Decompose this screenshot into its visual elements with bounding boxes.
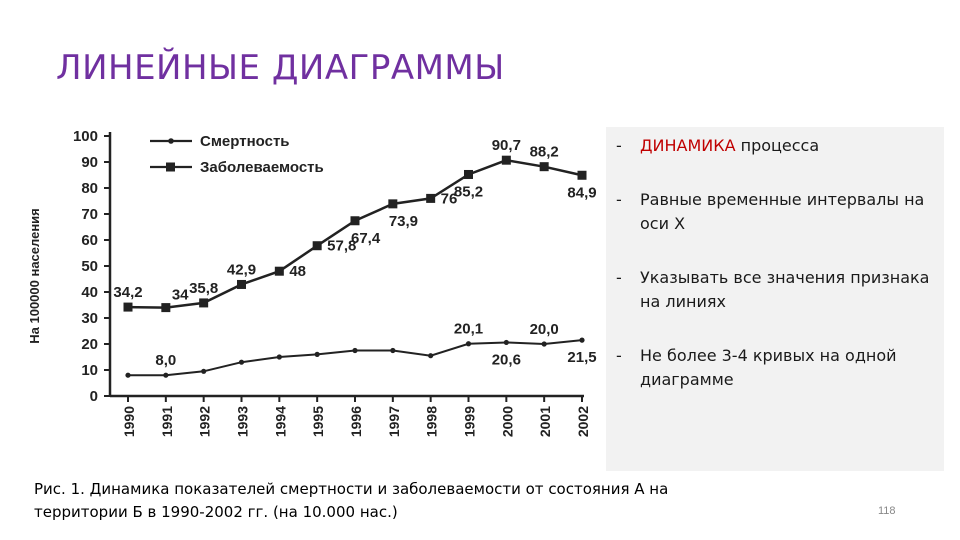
bullet-text: Не более 3-4 кривых на одной диаграмме <box>640 346 897 389</box>
legend-label: Смертность <box>200 133 290 150</box>
bullet-max-curves: - Не более 3-4 кривых на одной диаграмме <box>616 344 938 392</box>
legend-swatch-marker <box>168 138 174 144</box>
incidence-data-label: 35,8 <box>189 280 218 297</box>
bullet-dash: - <box>616 268 622 287</box>
x-tick-label: 1999 <box>462 406 478 437</box>
y-tick-label: 30 <box>81 310 98 327</box>
y-tick-label: 50 <box>81 258 98 275</box>
incidence-point <box>274 266 284 276</box>
bullet-text: процесса <box>735 136 820 155</box>
bullet-text: Равные временные интервалы на оси Х <box>640 190 925 233</box>
incidence-point <box>464 169 473 179</box>
incidence-point <box>388 199 398 209</box>
incidence-point <box>539 162 549 172</box>
incidence-point <box>426 193 436 203</box>
bullet-highlight: ДИНАМИКА <box>640 136 736 155</box>
mortality-point <box>201 368 207 374</box>
mortality-data-label: 20,1 <box>454 321 483 338</box>
incidence-data-label: 85,2 <box>454 183 483 200</box>
chart-svg: 0 10 20 30 40 50 60 70 80 90 100 1990 1991 1992 1993 19… <box>27 128 597 437</box>
mortality-point <box>238 359 245 365</box>
x-tick-label: 1994 <box>272 406 288 437</box>
y-tick-label: 80 <box>81 180 98 197</box>
y-tick-label: 0 <box>90 388 98 405</box>
legend-label: Заболеваемость <box>200 159 324 176</box>
y-tick-label: 100 <box>73 128 98 145</box>
x-tick-label: 2000 <box>499 406 515 437</box>
incidence-data-label: 34,2 <box>113 284 142 301</box>
line-chart: 0 10 20 30 40 50 60 70 80 90 100 1990 1991 1992 1993 19… <box>24 122 608 468</box>
incidence-data-label: 73,9 <box>389 213 418 230</box>
y-tick-label: 40 <box>81 284 98 301</box>
incidence-data-label: 90,7 <box>492 137 521 154</box>
incidence-data-label: 57,8 <box>327 238 356 255</box>
incidence-point <box>312 241 322 251</box>
legend-swatch-marker <box>166 162 175 172</box>
x-tick-label: 1996 <box>348 406 364 437</box>
incidence-data-label: 48 <box>289 263 306 280</box>
incidence-point <box>161 303 171 313</box>
x-tick-label: 2002 <box>575 406 591 437</box>
page-number: 118 <box>878 505 896 517</box>
y-tick-label: 90 <box>81 154 98 171</box>
mortality-point <box>352 347 358 354</box>
incidence-data-label: 88,2 <box>530 144 559 161</box>
mortality-data-label: 20,6 <box>492 351 521 368</box>
mortality-point <box>125 372 131 378</box>
x-tick-label: 1993 <box>235 406 251 437</box>
mortality-point <box>579 337 585 343</box>
mortality-point <box>314 351 320 357</box>
y-tick-label: 10 <box>81 362 98 379</box>
y-tick-label: 70 <box>81 206 98 223</box>
mortality-point <box>503 339 509 346</box>
mortality-point <box>163 372 169 378</box>
incidence-data-label: 67,4 <box>351 230 381 247</box>
x-tick-label: 2001 <box>537 406 553 437</box>
slide-title: ЛИНЕЙНЫЕ ДИАГРАММЫ <box>56 48 505 88</box>
mortality-point <box>276 354 282 360</box>
mortality-data-label: 8,0 <box>155 352 176 369</box>
incidence-point <box>501 155 511 165</box>
x-tick-label: 1990 <box>121 406 137 437</box>
x-tick-label: 1992 <box>197 406 213 437</box>
mortality-point <box>541 341 547 347</box>
mortality-point <box>428 353 434 359</box>
mortality-data-label: 21,5 <box>567 349 596 366</box>
incidence-data-label: 42,9 <box>227 261 256 278</box>
incidence-point <box>350 216 360 226</box>
y-axis-title: На 100000 населения <box>27 208 42 344</box>
incidence-point <box>123 302 133 312</box>
incidence-point <box>237 279 246 289</box>
mortality-data-label: 20,0 <box>530 321 559 338</box>
bullet-text: Указывать все значения признака на линия… <box>640 268 930 311</box>
mortality-point <box>465 341 472 347</box>
bullet-show-values: - Указывать все значения признака на лин… <box>616 266 938 314</box>
incidence-data-label: 34 <box>172 287 189 304</box>
x-tick-label: 1997 <box>386 406 402 437</box>
incidence-data-label: 84,9 <box>567 184 596 201</box>
incidence-data-label: 76 <box>441 190 458 207</box>
y-tick-label: 60 <box>81 232 98 249</box>
bullet-dash: - <box>616 190 622 209</box>
x-tick-label: 1995 <box>310 406 326 437</box>
x-tick-label: 1998 <box>424 406 440 437</box>
incidence-point <box>199 298 209 308</box>
y-tick-label: 20 <box>81 336 98 353</box>
bullet-dynamics: - ДИНАМИКА процесса <box>616 134 938 158</box>
mortality-point <box>390 347 396 354</box>
x-tick-label: 1991 <box>159 406 175 437</box>
figure-caption: Рис. 1. Динамика показателей смертности … <box>34 480 669 521</box>
bullet-equal-intervals: - Равные временные интервалы на оси Х <box>616 188 938 236</box>
bullet-panel: - ДИНАМИКА процесса - Равные временные и… <box>606 127 944 471</box>
bullet-dash: - <box>616 346 622 365</box>
bullet-dash: - <box>616 136 622 155</box>
incidence-point <box>577 170 587 180</box>
